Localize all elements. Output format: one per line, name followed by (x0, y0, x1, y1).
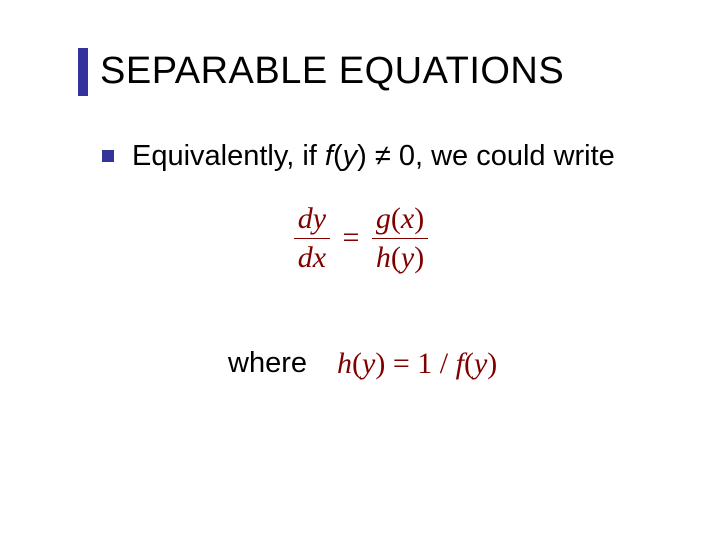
paren-close-g: ) (414, 202, 424, 235)
y2: y (474, 347, 487, 380)
bullet-text: Equivalently, if f(y) ≠ 0, we could writ… (132, 138, 615, 174)
slide: SEPARABLE EQUATIONS Equivalently, if f(y… (0, 0, 720, 540)
text-suffix: 0, we could write (391, 140, 615, 172)
paren-close-h: ) (414, 241, 424, 274)
g-fn: g (376, 202, 391, 235)
one-over: 1 / (417, 347, 455, 380)
rhs-fraction: g(x) h(y) (372, 202, 428, 275)
paren-open: ( (333, 140, 343, 172)
where-label: where (228, 347, 307, 380)
lhs-denominator: dx (294, 238, 330, 275)
y1: y (362, 347, 375, 380)
main-equation: dy dx = g(x) h(y) (102, 202, 680, 275)
eq2: = (385, 347, 417, 380)
h-fn-2: h (337, 347, 352, 380)
text-prefix: Equivalently, if (132, 140, 325, 172)
po1: ( (352, 347, 362, 380)
title-accent-bar (78, 48, 88, 96)
neq-sign: ≠ (375, 140, 391, 172)
f-fn-2: f (456, 347, 464, 380)
content-area: Equivalently, if f(y) ≠ 0, we could writ… (0, 138, 720, 381)
var-y: y (343, 140, 358, 172)
var-x: x (401, 202, 414, 235)
po2: ( (464, 347, 474, 380)
paren-close: ) (357, 140, 375, 172)
lhs-fraction: dy dx (294, 202, 330, 275)
where-row: where h(y) = 1 / f(y) (102, 347, 680, 381)
paren-open-g: ( (391, 202, 401, 235)
paren-open-h: ( (391, 241, 401, 274)
h-fn: h (376, 241, 391, 274)
slide-title: SEPARABLE EQUATIONS (100, 48, 564, 96)
lhs-numerator: dy (294, 202, 330, 238)
bullet-item: Equivalently, if f(y) ≠ 0, we could writ… (102, 138, 680, 174)
equals-sign: = (343, 221, 360, 255)
rhs-numerator: g(x) (372, 202, 428, 238)
pc1: ) (375, 347, 385, 380)
var-y-den: y (401, 241, 414, 274)
square-bullet-icon (102, 150, 114, 162)
rhs-denominator: h(y) (372, 238, 428, 275)
title-row: SEPARABLE EQUATIONS (0, 48, 720, 96)
where-equation: h(y) = 1 / f(y) (337, 347, 497, 381)
fn-f: f (325, 140, 333, 172)
pc2: ) (487, 347, 497, 380)
